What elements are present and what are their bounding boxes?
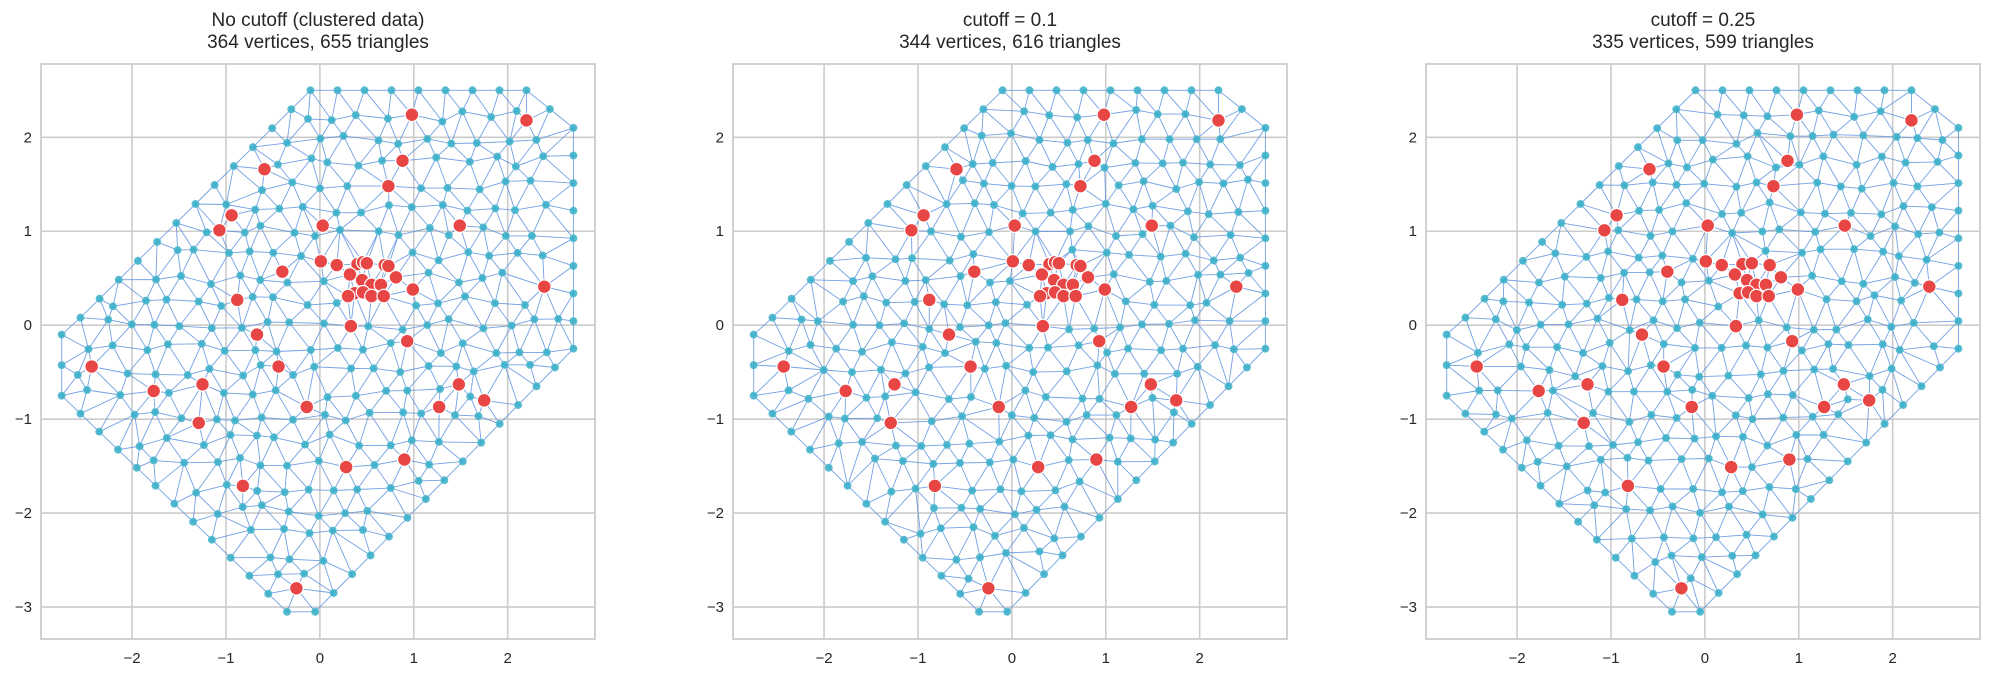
title-line-2: 335 vertices, 599 triangles: [1592, 32, 1814, 53]
x-tick-label: −2: [1509, 650, 1526, 667]
x-tick-label: 2: [1196, 650, 1204, 667]
x-tick-label: 2: [504, 650, 512, 667]
y-tick-label: 2: [716, 129, 724, 146]
mesh-vertices: [1442, 86, 1963, 616]
y-tick-label: −1: [707, 411, 724, 428]
cluster-points: [1469, 107, 1937, 596]
y-tick-label: −3: [1400, 599, 1417, 616]
title-line-1: cutoff = 0.1: [962, 10, 1058, 31]
y-tick-label: 0: [716, 317, 724, 334]
x-tick-label: −2: [816, 650, 833, 667]
x-tick-label: 0: [1701, 650, 1709, 667]
y-tick-label: 1: [1409, 223, 1417, 240]
y-tick-label: −1: [15, 411, 32, 428]
mesh-plot-area: −2 −1 0 1 2 −3 −2 −1 0 1 2: [15, 63, 596, 667]
y-tick-label: 1: [716, 223, 724, 240]
x-tick-label: −2: [124, 650, 141, 667]
y-tick-label: 0: [24, 317, 32, 334]
y-tick-label: −3: [15, 599, 32, 616]
y-tick-label: 2: [1409, 129, 1417, 146]
mesh-plot-area: −2 −1 0 1 2 −3 −2 −1 0 1 2: [1400, 63, 1981, 667]
y-tick-label: 1: [24, 223, 32, 240]
y-tick-label: −3: [707, 599, 724, 616]
title-line-1: No cutoff (clustered data): [211, 10, 425, 31]
mesh-vertices: [57, 86, 578, 616]
panel-cutoff-0-25: cutoff = 0.25 335 vertices, 599 triangle…: [1385, 0, 1994, 677]
panel-no-cutoff: No cutoff (clustered data) 364 vertices,…: [0, 0, 692, 677]
x-tick-label: 1: [1102, 650, 1110, 667]
x-tick-label: −1: [909, 650, 926, 667]
mesh-edges: [61, 89, 574, 613]
x-tick-label: 0: [1008, 650, 1016, 667]
tick-labels: −2 −1 0 1 2 −3 −2 −1 0 1 2: [707, 129, 1204, 667]
mesh-plot-area: −2 −1 0 1 2 −3 −2 −1 0 1 2: [707, 63, 1288, 667]
axes-frame: [732, 63, 1288, 640]
x-tick-label: −1: [1602, 650, 1619, 667]
title-line-2: 344 vertices, 616 triangles: [899, 32, 1121, 53]
chart-title: cutoff = 0.1 344 vertices, 616 triangles: [733, 10, 1287, 54]
y-tick-label: −2: [707, 505, 724, 522]
y-tick-label: 0: [1409, 317, 1417, 334]
y-tick-label: 2: [24, 129, 32, 146]
chart-title: No cutoff (clustered data) 364 vertices,…: [41, 10, 595, 54]
y-tick-label: −2: [1400, 505, 1417, 522]
title-line-1: cutoff = 0.25: [1650, 10, 1756, 31]
mesh-edges: [1446, 89, 1959, 613]
tick-labels: −2 −1 0 1 2 −3 −2 −1 0 1 2: [1400, 129, 1897, 667]
axes-frame: [1425, 63, 1981, 640]
cluster-points: [776, 107, 1244, 596]
chart-title: cutoff = 0.25 335 vertices, 599 triangle…: [1426, 10, 1980, 54]
x-tick-label: 1: [1795, 650, 1803, 667]
cluster-points: [84, 107, 552, 596]
mesh-edges: [753, 89, 1266, 613]
axes-frame: [40, 63, 596, 640]
y-tick-label: −1: [1400, 411, 1417, 428]
x-tick-label: 0: [316, 650, 324, 667]
x-tick-label: 1: [410, 650, 418, 667]
mesh-vertices: [749, 86, 1270, 616]
y-tick-label: −2: [15, 505, 32, 522]
x-tick-label: −1: [217, 650, 234, 667]
title-line-2: 364 vertices, 655 triangles: [207, 32, 429, 53]
panel-cutoff-0-1: cutoff = 0.1 344 vertices, 616 triangles…: [692, 0, 1384, 677]
x-tick-label: 2: [1889, 650, 1897, 667]
tick-labels: −2 −1 0 1 2 −3 −2 −1 0 1 2: [15, 129, 512, 667]
